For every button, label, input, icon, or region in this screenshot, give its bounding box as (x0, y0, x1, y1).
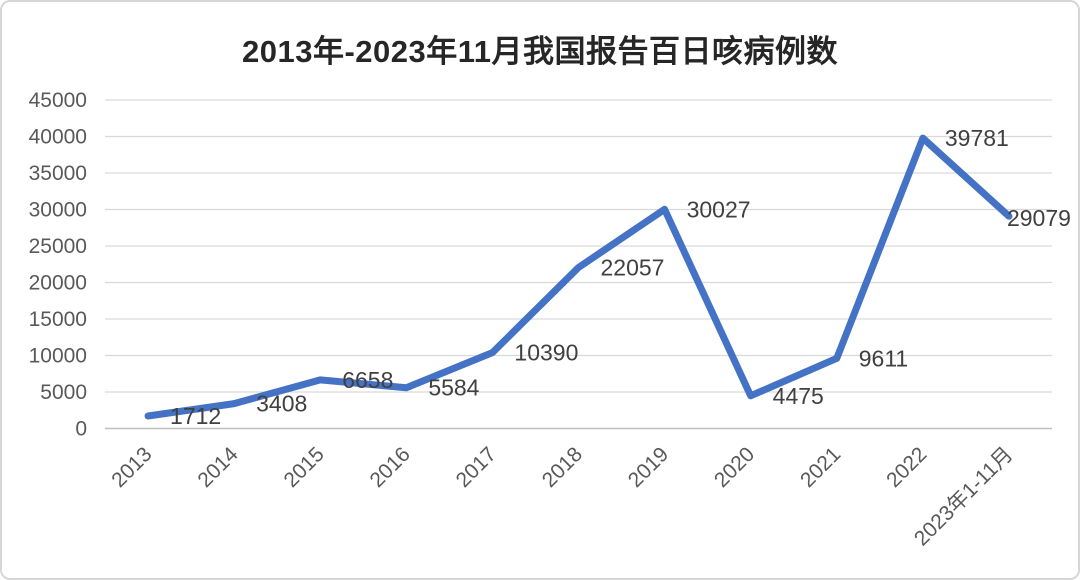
data-label: 5584 (428, 375, 479, 401)
y-axis-tick-label: 5000 (40, 381, 87, 404)
data-label: 4475 (773, 383, 824, 409)
x-axis-tick-label: 2015 (279, 443, 328, 492)
data-label: 6658 (342, 367, 393, 393)
y-axis-tick-label: 10000 (29, 345, 87, 368)
y-axis-tick-label: 45000 (29, 89, 87, 112)
x-axis-tick-label: 2019 (624, 443, 673, 492)
y-axis-tick-label: 40000 (29, 126, 87, 149)
y-axis-tick-label: 35000 (29, 162, 87, 185)
data-label: 10390 (514, 340, 578, 366)
data-label: 9611 (859, 345, 908, 371)
data-label: 22057 (601, 254, 665, 280)
x-axis-tick-label: 2018 (538, 443, 587, 492)
chart-title: 2013年-2023年11月我国报告百日咳病例数 (241, 34, 839, 69)
x-axis-tick-label: 2020 (710, 443, 759, 492)
data-label: 3408 (256, 391, 307, 417)
y-axis-tick-label: 0 (75, 418, 87, 441)
data-label: 30027 (687, 196, 751, 222)
x-axis-tick-label: 2022 (882, 443, 931, 492)
y-axis-tick-label: 25000 (29, 235, 87, 258)
y-axis-tick-label: 15000 (29, 308, 87, 331)
x-axis-tick-label: 2016 (366, 443, 415, 492)
data-label: 29079 (1007, 205, 1071, 231)
y-axis-tick-label: 30000 (29, 199, 87, 222)
x-axis-tick-label: 2014 (193, 443, 243, 493)
y-axis-tick-label: 20000 (29, 272, 87, 295)
x-axis-tick-label: 2017 (452, 443, 501, 492)
x-axis-tick-label: 2013 (107, 443, 156, 492)
data-label: 39781 (945, 125, 1009, 151)
data-line-series (144, 134, 1013, 420)
x-axis-tick-label: 2021 (796, 443, 845, 492)
data-label: 1712 (170, 403, 221, 429)
